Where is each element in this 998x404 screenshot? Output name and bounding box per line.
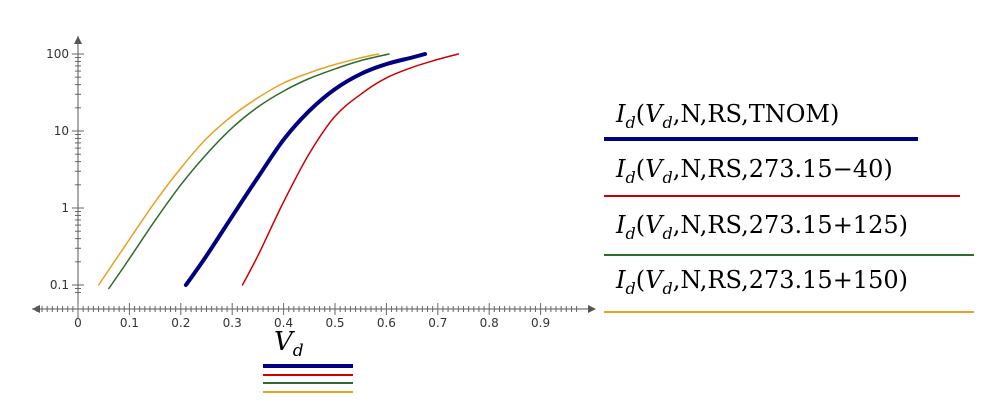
legend-label-v-main: V [645,155,663,183]
series-line-3 [108,53,390,290]
legend-label-args-prefix: ( [635,211,646,239]
y-tick-label: 0.1 [50,278,69,292]
chart-series-layer [97,52,460,290]
x-axis-label: Vd [274,327,304,361]
legend-entry-label: Id(Vd,N,RS,273.15+150) [616,266,908,298]
legend-entry-label: Id(Vd,N,RS,273.15+125) [616,211,908,243]
x-axis-label-main: V [274,327,295,357]
series-line-4 [97,53,380,286]
legend-label-v-sub: d [662,224,673,243]
x-tick-label: 0.9 [531,316,550,330]
legend-label-args-prefix: ( [635,155,646,183]
legend-label-args-rest: ,N,RS,273.15+125) [672,211,908,239]
legend-label-args-prefix: ( [635,266,646,294]
legend-label-label-sub: d [625,113,636,132]
x-tick-label: 0 [74,316,82,330]
series-line-1 [183,52,427,287]
x-axis-label-subscript: d [293,341,304,361]
x-axis-arrow-left [32,305,40,313]
legend-label-v-main: V [645,266,663,294]
legend-label-label-main: I [616,155,626,183]
x-tick-label: 0.3 [223,316,242,330]
legend-entry-line [604,195,960,197]
legend-entry-label: Id(Vd,N,RS,273.15−40) [616,155,893,187]
x-tick-label: 0.6 [377,316,396,330]
legend-label-label-sub: d [625,279,636,298]
x-tick-label: 0.8 [480,316,499,330]
x-tick-label: 0.2 [171,316,190,330]
y-tick-label: 100 [46,47,69,61]
legend-label-v-sub: d [662,168,673,187]
legend-label-label-main: I [616,100,626,128]
legend-label-label-sub: d [625,224,636,243]
legend-label-args-rest: ,N,RS,273.15−40) [672,155,893,183]
x-tick-label: 0.5 [325,316,344,330]
legend-label-args-rest: ,N,RS,TNOM) [672,100,840,128]
legend-label-v-main: V [645,100,663,128]
x-axis-arrow-right [588,305,596,313]
legend-label-v-sub: d [662,113,673,132]
legend-entry-line [604,254,974,256]
y-tick-label: 10 [54,124,69,138]
x-tick-label: 0.4 [274,316,293,330]
chart-plot-area: 0 0.1 0.2 0.3 0.4 0.5 0.6 0.7 0.8 0.9 0.1 1 10 100 Vd [32,36,596,393]
y-axis-arrow-up [74,36,82,44]
legend-entry-line [604,137,918,141]
legend-label-label-main: I [616,211,626,239]
x-axis-trace-swatches [263,364,353,393]
legend-label-label-main: I [616,266,626,294]
legend-label-v-sub: d [662,279,673,298]
y-tick-label: 1 [61,201,69,215]
legend-label-args-prefix: ( [635,100,646,128]
legend-label-v-main: V [645,211,663,239]
chart-axes: 0 0.1 0.2 0.3 0.4 0.5 0.6 0.7 0.8 0.9 0.1 1 10 100 [32,36,596,330]
legend-entry-label: Id(Vd,N,RS,TNOM) [616,100,839,132]
legend-label-label-sub: d [625,168,636,187]
legend-entry-line [604,311,974,313]
x-tick-label: 0.1 [120,316,139,330]
x-tick-label: 0.7 [428,316,447,330]
series-line-2 [241,53,460,286]
legend-label-args-rest: ,N,RS,273.15+150) [672,266,908,294]
